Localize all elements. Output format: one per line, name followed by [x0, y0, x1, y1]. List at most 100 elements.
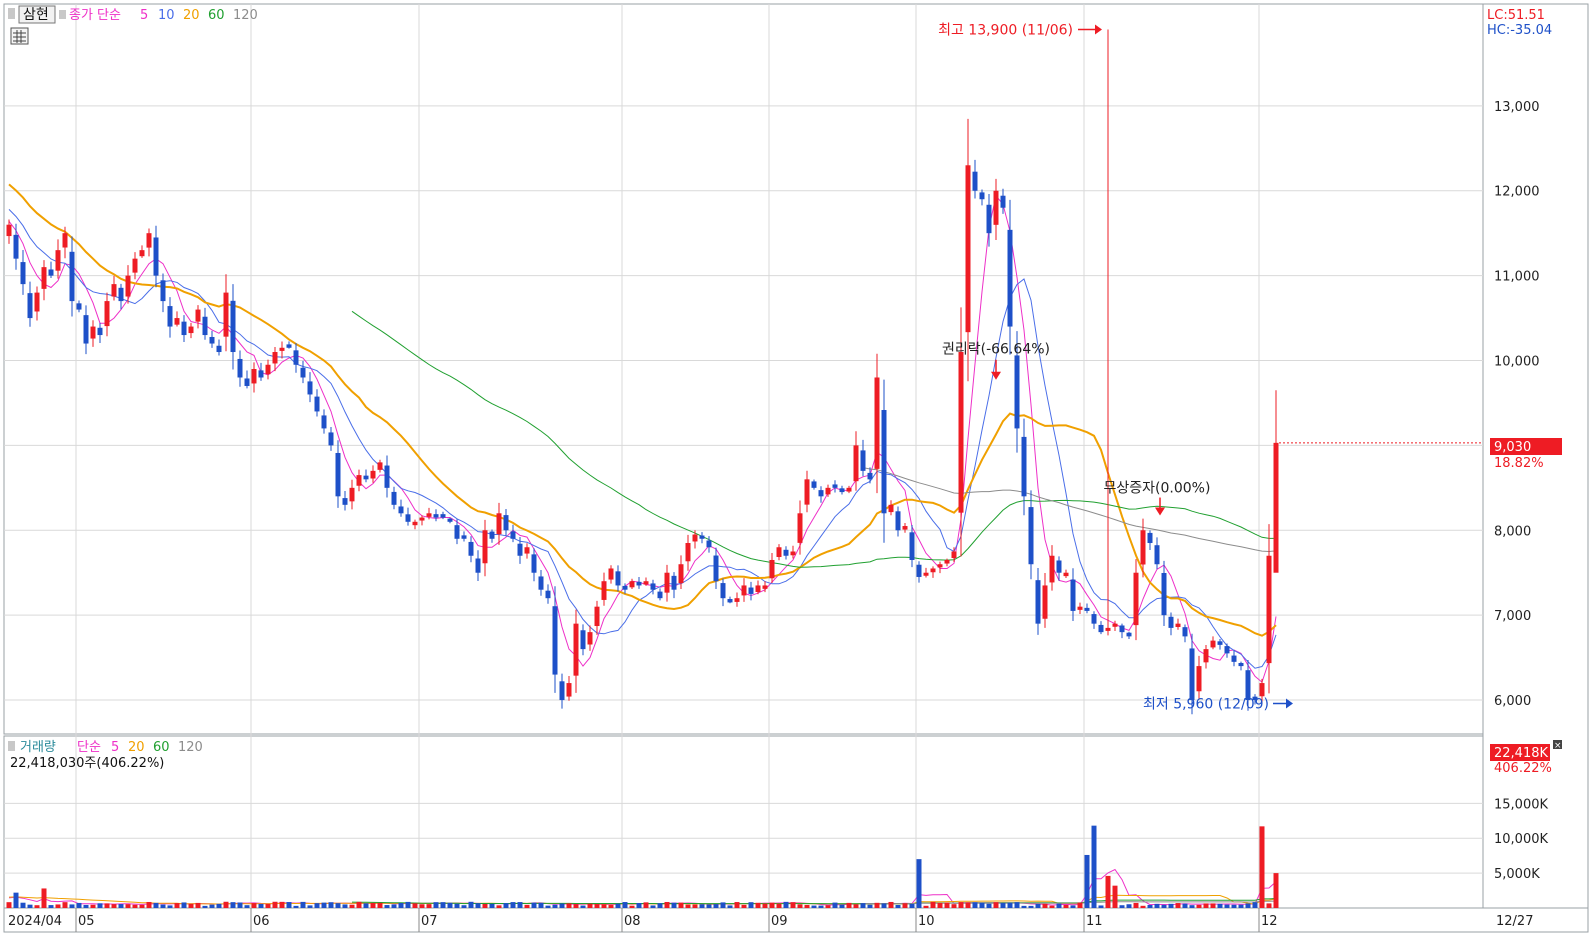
volume-bar	[1042, 903, 1048, 908]
candle-body	[762, 585, 768, 589]
candle-body	[489, 531, 495, 539]
volume-bar	[1147, 904, 1153, 908]
candle-body	[972, 171, 978, 191]
candle-body	[860, 450, 866, 471]
volume-bar	[566, 903, 572, 908]
volume-bar	[1266, 903, 1272, 908]
candle-body	[272, 352, 278, 364]
volume-bar	[244, 905, 250, 908]
candle-body	[720, 583, 726, 599]
candle-body	[524, 547, 530, 554]
volume-bar	[34, 905, 40, 908]
candle-body	[1035, 580, 1041, 624]
grid-toggle-button[interactable]	[10, 27, 29, 45]
candle-body	[1203, 649, 1209, 663]
candle-body	[258, 370, 264, 378]
volume-bar	[300, 901, 306, 908]
volume-bar	[1049, 905, 1055, 908]
volume-bar	[286, 902, 292, 908]
date-tick-label: 11	[1086, 914, 1103, 929]
candle-body	[342, 498, 348, 505]
legend-marker-icon	[8, 8, 15, 19]
volume-bar	[545, 905, 551, 908]
candle-body	[55, 250, 61, 271]
volume-bar	[629, 905, 635, 908]
candle-body	[405, 514, 411, 522]
volume-bar	[986, 903, 992, 908]
volume-bar	[307, 905, 313, 908]
ticker-label[interactable]: 삼현	[23, 7, 49, 23]
volume-bar	[790, 902, 796, 908]
candle-body	[69, 251, 75, 302]
volume-bar	[965, 902, 971, 908]
volume-bar	[132, 904, 138, 908]
volume-legend-60: 60	[153, 740, 170, 755]
candle-body	[139, 250, 145, 257]
candle-body	[783, 549, 789, 556]
candle-body	[1147, 532, 1153, 544]
volume-bar	[1035, 903, 1041, 908]
grid-lines	[4, 4, 1483, 908]
volume-bar	[426, 904, 432, 908]
volume-bar	[993, 902, 999, 908]
volume-bar	[748, 902, 754, 908]
ma20-line	[8, 183, 1277, 637]
ma-legend-10: 10	[158, 8, 175, 23]
bonus-issue-label: 무상증자(0.00%)	[1104, 481, 1211, 497]
volume-bar	[398, 902, 404, 908]
candle-body	[1168, 616, 1174, 628]
candle-body	[755, 585, 761, 592]
candle-body	[1000, 195, 1006, 208]
volume-bar	[1182, 903, 1188, 908]
candle-body	[83, 315, 89, 344]
candle-body	[692, 534, 698, 542]
arrow-right-icon	[1286, 698, 1293, 709]
price-tick-label: 13,000	[1494, 100, 1540, 115]
volume-bar	[251, 903, 257, 908]
candle-body	[237, 358, 243, 378]
candle-body	[517, 543, 523, 556]
volume-bar	[370, 902, 376, 908]
candle-body	[846, 487, 852, 492]
volume-bar	[237, 902, 243, 908]
ticker-box[interactable]	[18, 5, 56, 24]
volume-bar	[258, 903, 264, 908]
date-tick-label: 09	[771, 914, 788, 929]
volume-bar	[818, 905, 824, 908]
volume-bar	[692, 904, 698, 908]
volume-bar	[727, 905, 733, 908]
volume-bar	[489, 903, 495, 908]
candle-body	[839, 488, 845, 493]
volume-bar	[972, 902, 978, 908]
candle-body	[538, 576, 544, 590]
volume-bar	[839, 904, 845, 908]
volume-bar	[216, 903, 222, 908]
volume-legend-5: 5	[111, 740, 119, 755]
volume-legend: 거래량 단순 5 20 60 120 22,418,030주(406.22%)	[8, 740, 203, 771]
volume-bar	[174, 903, 180, 908]
candle-body	[412, 521, 418, 526]
volume-bar	[538, 902, 544, 908]
candle-body	[496, 513, 502, 535]
candle-body	[321, 415, 327, 429]
volume-bar	[1000, 903, 1006, 908]
volume-bar	[1021, 905, 1027, 908]
candle-body	[874, 377, 880, 469]
candle-body	[1189, 648, 1195, 701]
volume-close-button[interactable]: ×	[1553, 740, 1562, 751]
candle-body	[790, 551, 796, 556]
candle-body	[335, 452, 341, 497]
candle-body	[671, 575, 677, 590]
volume-bar	[664, 901, 670, 908]
volume-bar	[279, 901, 285, 908]
volume-bar	[83, 904, 89, 908]
volume-bar	[181, 902, 187, 908]
candle-body	[636, 581, 642, 586]
volume-bar	[1077, 902, 1083, 908]
volume-bar	[1056, 903, 1062, 908]
rights-ex-label: 권리락(-66.64%)	[942, 342, 1050, 358]
volume-bar	[223, 901, 229, 908]
volume-bar	[559, 903, 565, 908]
volume-bar	[468, 901, 474, 908]
